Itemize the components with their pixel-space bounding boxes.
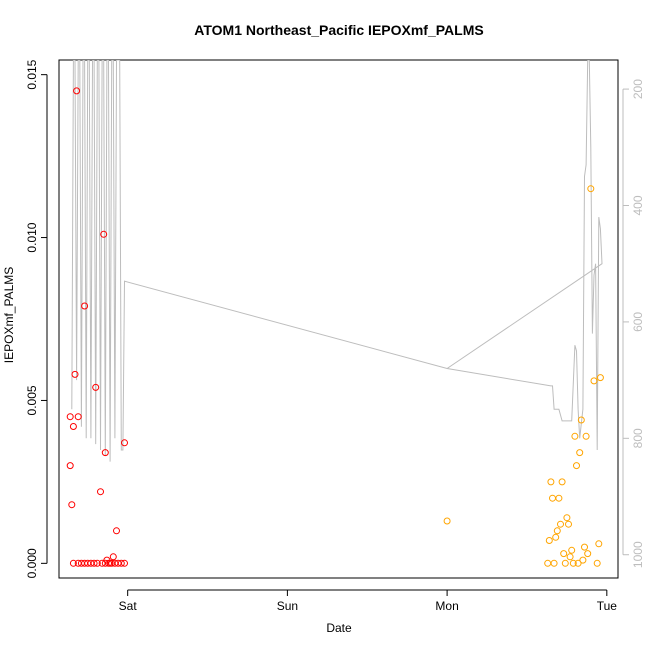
y2-tick-label: 200 [631, 79, 645, 99]
data-point-series-1 [117, 559, 125, 567]
y2-tick-label: 1000 [631, 541, 645, 568]
data-point-series-2 [579, 556, 587, 564]
data-point-series-2 [566, 553, 574, 561]
y2-tick-label: 800 [631, 428, 645, 448]
data-point-series-2 [569, 559, 577, 567]
y2-tick-label: 600 [631, 312, 645, 332]
data-point-series-1 [113, 527, 120, 535]
data-point-series-2 [545, 537, 553, 544]
data-point-series-2 [593, 559, 601, 567]
data-point-series-1 [93, 559, 101, 567]
data-point-series-2 [571, 432, 579, 440]
data-point-series-1 [81, 302, 89, 310]
data-point-series-2 [547, 478, 555, 486]
data-point-series-1 [69, 559, 77, 567]
data-point-series-2 [557, 520, 564, 528]
data-point-series-2 [576, 449, 584, 457]
data-point-series-2 [443, 517, 451, 525]
data-point-series-1 [97, 488, 104, 496]
x-tick-label: Mon [435, 599, 458, 613]
data-point-series-2 [553, 527, 561, 535]
data-point-series-1 [66, 413, 74, 421]
data-point-series-1 [73, 87, 81, 95]
data-point-series-2 [573, 462, 580, 470]
data-point-series-1 [109, 553, 117, 561]
data-point-series-1 [90, 559, 98, 567]
y2-tick-label: 400 [631, 195, 645, 215]
data-point-series-2 [550, 559, 558, 567]
x-tick-label: Tue [597, 599, 618, 613]
x-tick-label: Sat [119, 599, 138, 613]
data-point-series-1 [101, 449, 109, 457]
plot-frame [58, 59, 619, 579]
data-point-series-2 [558, 478, 566, 486]
data-point-series-2 [544, 559, 552, 567]
data-point-series-1 [92, 383, 100, 391]
data-point-series-2 [555, 494, 563, 502]
y-tick-label: 0.010 [25, 222, 39, 252]
data-point-series-2 [595, 540, 603, 548]
data-point-series-2 [596, 374, 604, 382]
data-point-series-2 [565, 520, 572, 528]
data-point-series-2 [561, 559, 569, 567]
x-axis-label: Date [326, 621, 352, 635]
data-point-series-2 [552, 533, 560, 541]
y-tick-label: 0.005 [25, 385, 39, 415]
data-point-series-1 [68, 501, 76, 509]
data-point-series-1 [69, 423, 77, 430]
y-axis-label: IEPOXmf_PALMS [2, 267, 16, 363]
data-point-series-2 [574, 559, 582, 567]
plot-layer: Sat Sun Mon Tue 0.000 0.005 0.010 0.015 200 400 60… [25, 59, 645, 613]
x-tick-label: Sun [277, 599, 298, 613]
data-point-series-2 [590, 377, 598, 385]
y-tick-label: 0.000 [25, 548, 39, 578]
y-tick-label: 0.015 [25, 59, 39, 89]
data-point-series-2 [563, 514, 571, 522]
data-point-series-2 [549, 494, 556, 502]
data-point-series-2 [577, 416, 585, 424]
data-point-series-2 [568, 546, 576, 554]
data-point-series-1 [121, 439, 128, 447]
data-point-series-2 [560, 550, 568, 558]
data-point-series-2 [587, 185, 595, 193]
data-point-series-1 [74, 413, 82, 421]
data-point-series-2 [582, 432, 590, 440]
data-point-series-2 [581, 543, 588, 551]
data-point-series-1 [121, 559, 128, 567]
data-point-series-2 [584, 550, 592, 558]
data-point-series-1 [71, 370, 79, 378]
chart-title: ATOM1 Northeast_Pacific IEPOXmf_PALMS [194, 22, 483, 38]
pressure-line-series [71, 60, 603, 462]
data-point-series-1 [66, 462, 74, 470]
data-point-series-1 [100, 230, 108, 238]
